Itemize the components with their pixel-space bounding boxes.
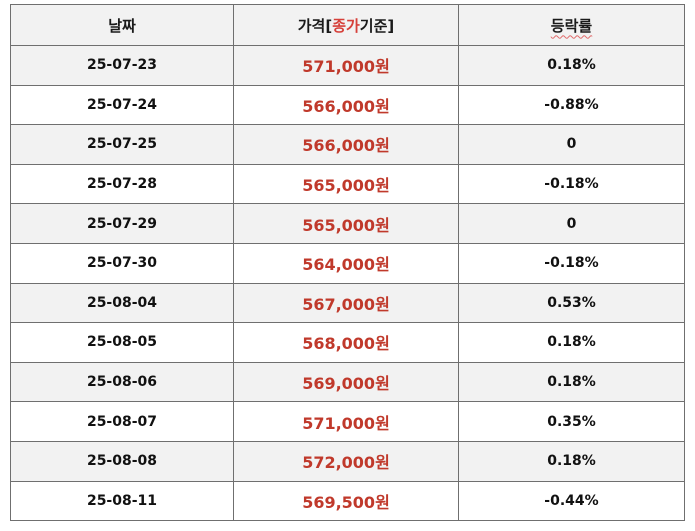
change-cell: -0.44% <box>458 480 685 522</box>
price-cell: 567,000원 <box>233 282 459 324</box>
date-cell: 25-08-06 <box>10 361 234 403</box>
header-change-label: 등락률 <box>550 16 593 35</box>
change-cell: 0 <box>458 124 685 165</box>
date-cell: 25-08-11 <box>10 480 234 522</box>
table-row: 25-07-30 564,000원 -0.18% <box>10 242 685 284</box>
date-cell: 25-08-05 <box>10 322 234 363</box>
price-cell: 566,000원 <box>233 124 459 165</box>
date-cell: 25-07-24 <box>10 84 234 126</box>
change-cell: 0.53% <box>458 282 685 324</box>
price-cell: 569,000원 <box>233 361 459 403</box>
change-cell: -0.18% <box>458 242 685 284</box>
price-cell: 572,000원 <box>233 440 459 482</box>
date-cell: 25-08-08 <box>10 440 234 482</box>
date-cell: 25-07-28 <box>10 163 234 205</box>
price-cell: 571,000원 <box>233 401 459 442</box>
header-price-highlight: 종가 <box>332 16 360 35</box>
change-cell: 0.18% <box>458 440 685 482</box>
table-row: 25-07-24 566,000원 -0.88% <box>10 84 685 126</box>
table-row: 25-08-08 572,000원 0.18% <box>10 440 685 482</box>
header-date-label: 날짜 <box>108 16 136 35</box>
table-row: 25-08-04 567,000원 0.53% <box>10 282 685 324</box>
date-cell: 25-07-30 <box>10 242 234 284</box>
change-cell: 0.18% <box>458 45 685 86</box>
header-price-suffix: 기준] <box>359 16 395 35</box>
price-cell: 569,500원 <box>233 480 459 522</box>
price-cell: 565,000원 <box>233 163 459 205</box>
table-row: 25-08-11 569,500원 -0.44% <box>10 480 685 522</box>
price-cell: 566,000원 <box>233 84 459 126</box>
table-row: 25-07-28 565,000원 -0.18% <box>10 163 685 205</box>
header-price: 가격[종가기준] <box>233 4 459 46</box>
table-row: 25-08-07 571,000원 0.35% <box>10 401 685 442</box>
change-cell: 0.18% <box>458 322 685 363</box>
header-row: 날짜 가격[종가기준] 등락률 <box>10 4 685 46</box>
table-row: 25-07-23 571,000원 0.18% <box>10 45 685 86</box>
date-cell: 25-08-07 <box>10 401 234 442</box>
change-cell: 0.35% <box>458 401 685 442</box>
price-cell: 571,000원 <box>233 45 459 86</box>
table-row: 25-08-06 569,000원 0.18% <box>10 361 685 403</box>
price-cell: 565,000원 <box>233 203 459 244</box>
header-change: 등락률 <box>458 4 685 46</box>
change-cell: -0.18% <box>458 163 685 205</box>
change-cell: 0.18% <box>458 361 685 403</box>
price-cell: 568,000원 <box>233 322 459 363</box>
table-row: 25-07-25 566,000원 0 <box>10 124 685 165</box>
table-row: 25-07-29 565,000원 0 <box>10 203 685 244</box>
table-row: 25-08-05 568,000원 0.18% <box>10 322 685 363</box>
header-price-prefix: 가격[ <box>297 16 333 35</box>
header-date: 날짜 <box>10 4 234 46</box>
date-cell: 25-07-29 <box>10 203 234 244</box>
change-cell: 0 <box>458 203 685 244</box>
date-cell: 25-07-23 <box>10 45 234 86</box>
price-table: 날짜 가격[종가기준] 등락률 25-07-23 571,000원 0.18% … <box>10 4 685 522</box>
price-cell: 564,000원 <box>233 242 459 284</box>
change-cell: -0.88% <box>458 84 685 126</box>
date-cell: 25-08-04 <box>10 282 234 324</box>
date-cell: 25-07-25 <box>10 124 234 165</box>
